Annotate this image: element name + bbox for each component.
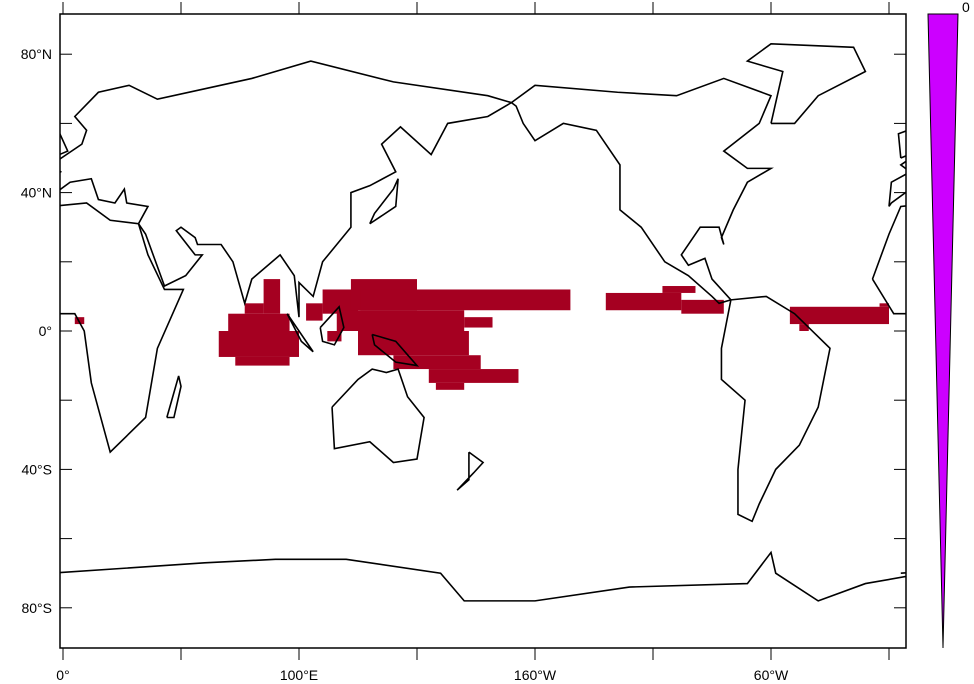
coastline-newzealand (456, 451, 485, 491)
coastline-borneo (319, 305, 345, 346)
coastline-africa (871, 205, 906, 315)
lon-label: 100°E (280, 667, 318, 683)
coastline-australia (331, 368, 425, 464)
lon-label: 0° (56, 667, 69, 683)
coastline-uk (897, 130, 906, 159)
coastline-eurasia (60, 60, 514, 318)
shaded-cell (228, 313, 290, 331)
coastline-newguinea (371, 333, 420, 367)
coastline-madagascar (166, 375, 182, 419)
shaded-cell (327, 331, 342, 342)
coastline-sumatra (286, 313, 314, 353)
shaded-cell (605, 292, 682, 311)
shaded-cell (789, 306, 889, 325)
shaded-cell (74, 317, 85, 325)
shaded-cell (235, 356, 290, 366)
coastline-namerica (510, 77, 774, 305)
lat-label: 0° (39, 323, 52, 339)
shaded-cell (662, 286, 696, 293)
colorbar (927, 13, 959, 649)
coastline-greenland (745, 43, 867, 125)
shaded-cell (336, 310, 465, 331)
coastline-antarctica (900, 572, 906, 574)
coastline-antarctica (60, 550, 906, 602)
lat-label: 80°N (21, 46, 52, 62)
shaded-regions (74, 279, 889, 390)
coastline-uk (60, 132, 69, 156)
lat-label: 80°S (21, 600, 52, 616)
shaded-cell (218, 331, 299, 357)
coastline-japan (369, 178, 399, 225)
coastline-africa (60, 202, 185, 454)
lon-label: 160°W (514, 667, 557, 683)
lat-label: 40°N (21, 185, 52, 201)
shaded-cell (681, 299, 724, 314)
lon-label: 60°W (754, 667, 789, 683)
colorbar-label: 0 (962, 0, 970, 15)
shaded-cell (464, 317, 493, 328)
shaded-cell (435, 382, 465, 390)
shaded-cell (360, 289, 571, 311)
map-frame (59, 13, 907, 649)
axis-labels: 80°N 40°N 0° 40°S 80°S 0° 100°E 160°W 60°W (21, 46, 789, 683)
shaded-cell (244, 303, 264, 314)
shaded-cell (393, 355, 481, 370)
coastlines (60, 43, 906, 602)
shaded-cell (306, 303, 323, 321)
shaded-cell (428, 369, 519, 383)
lat-label: 40°S (21, 461, 52, 477)
shaded-cell (879, 303, 889, 307)
shaded-cell (263, 279, 281, 314)
axis-ticks (60, 2, 906, 660)
coastline-samerica (720, 295, 831, 523)
shaded-cell (799, 324, 809, 331)
